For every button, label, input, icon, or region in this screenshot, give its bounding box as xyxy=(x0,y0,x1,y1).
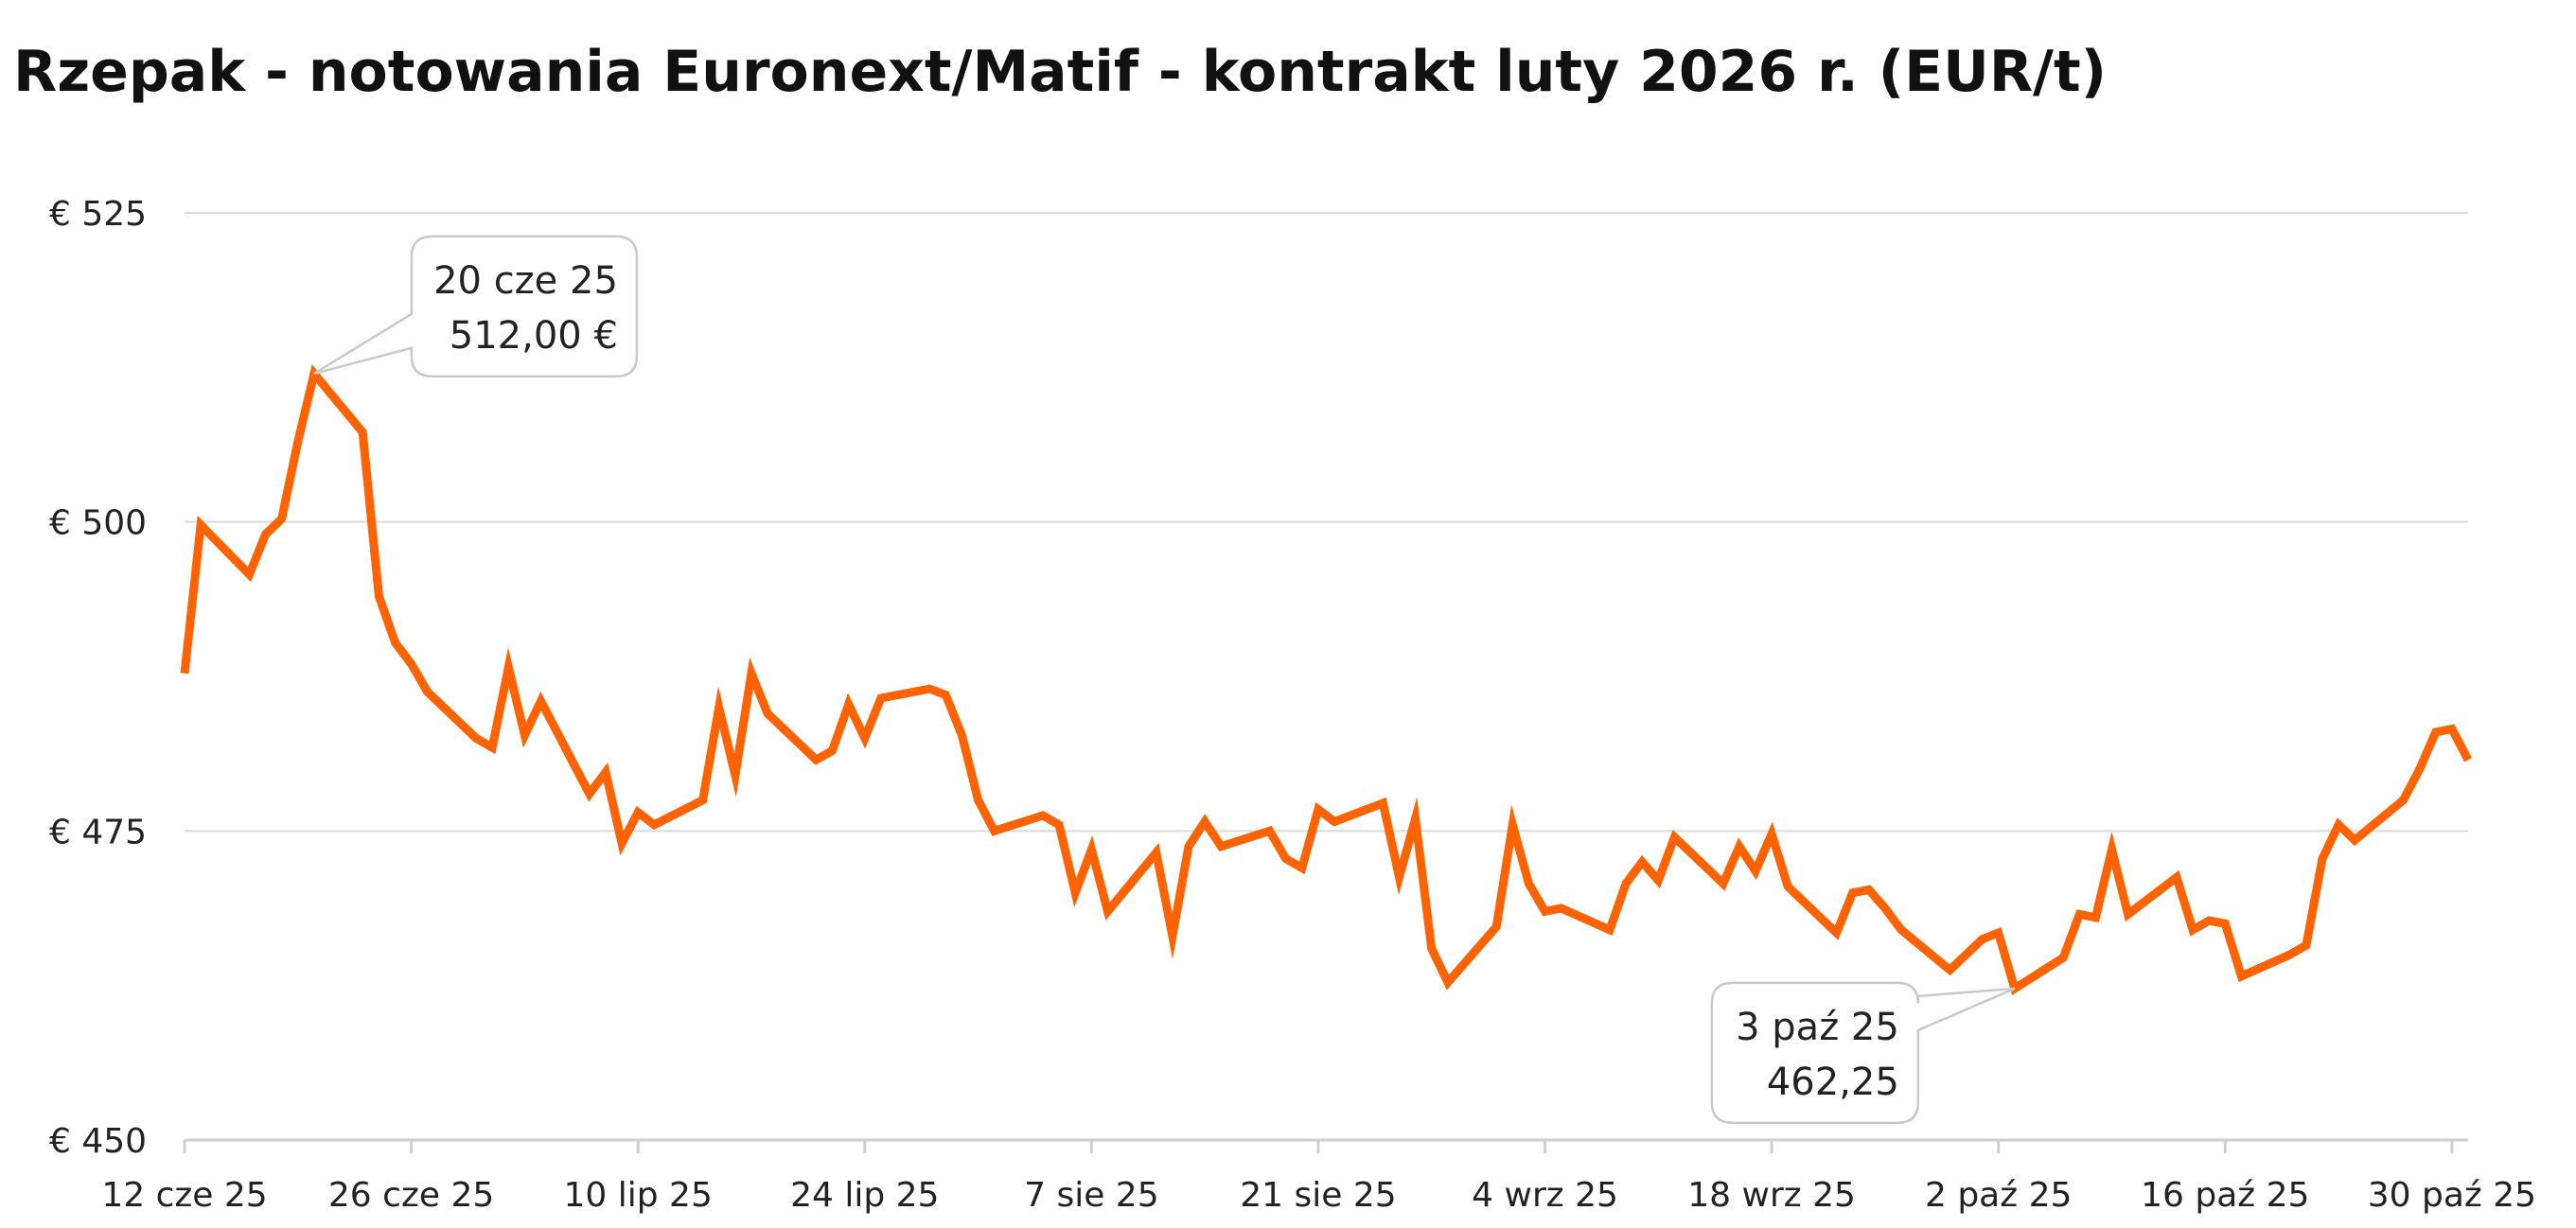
callout-value: 512,00 € xyxy=(450,314,618,358)
callout-1: 3 paź 25 462,25 xyxy=(1710,981,2016,1125)
series-group xyxy=(180,364,2472,995)
x-tick-label: 2 paź 25 xyxy=(1925,1176,2072,1215)
x-tick-label: 21 sie 25 xyxy=(1240,1176,1396,1215)
y-axis: € 525 € 500 € 475 € 450 xyxy=(49,195,147,1161)
x-tick-label: 16 paź 25 xyxy=(2141,1176,2309,1215)
callouts: 20 cze 25 512,00 € 3 paź 25 462,25 xyxy=(313,235,2016,1125)
x-tick-label: 7 sie 25 xyxy=(1024,1176,1159,1215)
callout-box xyxy=(1710,981,2016,1125)
x-tick-label: 26 cze 25 xyxy=(328,1176,494,1215)
x-tick-label: 12 cze 25 xyxy=(101,1176,267,1215)
callout-0: 20 cze 25 512,00 € xyxy=(313,235,639,378)
callout-date: 20 cze 25 xyxy=(433,259,618,303)
gridlines xyxy=(185,212,2468,1142)
callout-date: 3 paź 25 xyxy=(1736,1006,1899,1049)
x-tick-label: 18 wrz 25 xyxy=(1687,1176,1856,1215)
x-tick-label: 10 lip 25 xyxy=(563,1176,712,1215)
callout-value: 462,25 xyxy=(1767,1061,1899,1104)
x-tick-label: 24 lip 25 xyxy=(790,1176,939,1215)
y-tick-label: € 500 xyxy=(49,504,147,543)
x-axis: 12 cze 25 26 cze 25 10 lip 25 24 lip 25 7 si… xyxy=(101,1140,2536,1215)
price-line xyxy=(180,364,2472,995)
callout-box xyxy=(313,235,639,378)
y-tick-label: € 475 xyxy=(49,813,147,851)
x-tick-label: 4 wrz 25 xyxy=(1472,1176,1618,1215)
chart-title: Rzepak - notowania Euronext/Matif - kont… xyxy=(13,39,2108,105)
x-tick-label: 30 paź 25 xyxy=(2368,1176,2536,1215)
y-tick-label: € 450 xyxy=(49,1122,147,1161)
y-tick-label: € 525 xyxy=(49,195,147,234)
